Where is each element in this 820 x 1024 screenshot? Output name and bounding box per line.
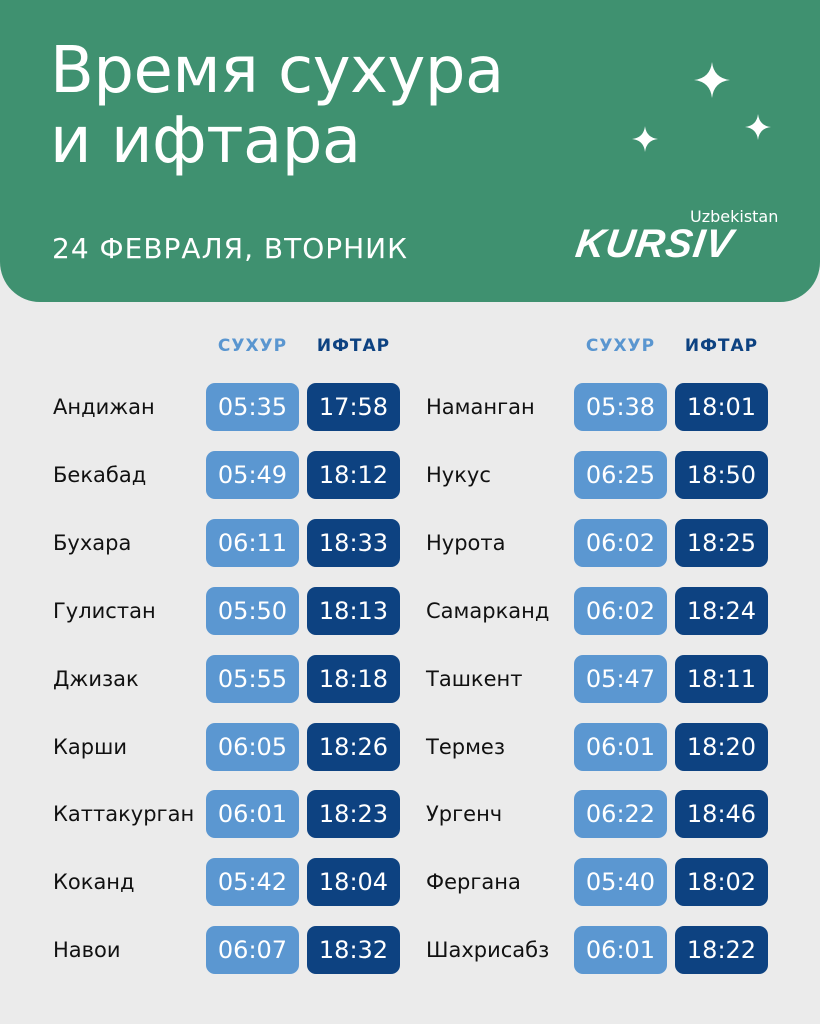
iftar-time: 18:26 <box>307 722 400 771</box>
iftar-time: 18:02 <box>675 858 768 907</box>
suhur-time: 06:11 <box>206 518 299 567</box>
page-title: Время сухура и ифтара <box>50 34 504 178</box>
suhur-time: 06:05 <box>206 722 299 771</box>
iftar-time: 18:11 <box>675 654 768 703</box>
suhur-time: 05:40 <box>574 858 667 907</box>
iftar-time: 18:50 <box>675 450 768 499</box>
suhur-header: СУХУР <box>585 336 656 356</box>
city-name: Самарканд <box>426 598 550 623</box>
logo-subtitle: Uzbekistan <box>690 207 779 226</box>
suhur-time: 06:07 <box>206 926 299 975</box>
star-icon <box>632 126 658 152</box>
city-name: Карши <box>53 734 127 759</box>
suhur-time: 05:55 <box>206 654 299 703</box>
iftar-time: 18:04 <box>307 858 400 907</box>
city-name: Термез <box>426 734 506 759</box>
city-name: Каттакурган <box>53 802 195 827</box>
star-icon <box>694 62 730 98</box>
city-name: Фергана <box>426 870 521 895</box>
suhur-time: 05:42 <box>206 858 299 907</box>
suhur-time: 05:49 <box>206 450 299 499</box>
suhur-time: 06:22 <box>574 790 667 839</box>
suhur-time: 05:47 <box>574 654 667 703</box>
suhur-time: 05:35 <box>206 383 299 431</box>
suhur-time: 06:02 <box>574 518 667 567</box>
city-name: Навои <box>53 938 121 963</box>
iftar-time: 18:24 <box>675 586 768 635</box>
iftar-header: ИФТАР <box>316 336 391 356</box>
iftar-time: 18:33 <box>307 518 400 567</box>
suhur-time: 06:25 <box>574 450 667 499</box>
kursiv-logo: KURSIV <box>572 222 737 266</box>
city-name: Ташкент <box>426 666 523 691</box>
iftar-time: 18:12 <box>307 450 400 499</box>
iftar-header: ИФТАР <box>684 336 759 356</box>
city-name: Гулистан <box>53 598 156 623</box>
suhur-time: 06:01 <box>574 926 667 975</box>
iftar-time: 18:01 <box>675 383 768 431</box>
iftar-time: 18:32 <box>307 926 400 975</box>
iftar-time: 18:18 <box>307 654 400 703</box>
iftar-time: 18:20 <box>675 722 768 771</box>
city-name: Андижан <box>53 395 155 419</box>
suhur-time: 06:02 <box>574 586 667 635</box>
city-name: Коканд <box>53 870 135 895</box>
city-name: Нукус <box>426 462 491 487</box>
iftar-time: 18:22 <box>675 926 768 975</box>
iftar-time: 18:46 <box>675 790 768 839</box>
header: Время сухура и ифтара 24 ФЕВРАЛЯ, ВТОРНИ… <box>0 0 820 302</box>
suhur-time: 06:01 <box>574 722 667 771</box>
iftar-time: 18:23 <box>307 790 400 839</box>
city-name: Наманган <box>426 395 535 419</box>
city-name: Бухара <box>53 530 132 555</box>
iftar-time: 18:13 <box>307 586 400 635</box>
city-name: Нурота <box>426 530 506 555</box>
suhur-time: 05:38 <box>574 383 667 431</box>
star-icon <box>745 114 771 140</box>
city-name: Ургенч <box>426 802 503 827</box>
suhur-time: 05:50 <box>206 586 299 635</box>
suhur-time: 06:01 <box>206 790 299 839</box>
suhur-header: СУХУР <box>217 336 288 356</box>
city-name: Джизак <box>53 666 139 691</box>
iftar-time: 18:25 <box>675 518 768 567</box>
iftar-time: 17:58 <box>307 383 400 431</box>
date: 24 ФЕВРАЛЯ, ВТОРНИК <box>52 232 408 265</box>
city-name: Бекабад <box>53 462 147 487</box>
city-name: Шахрисабз <box>426 938 550 963</box>
